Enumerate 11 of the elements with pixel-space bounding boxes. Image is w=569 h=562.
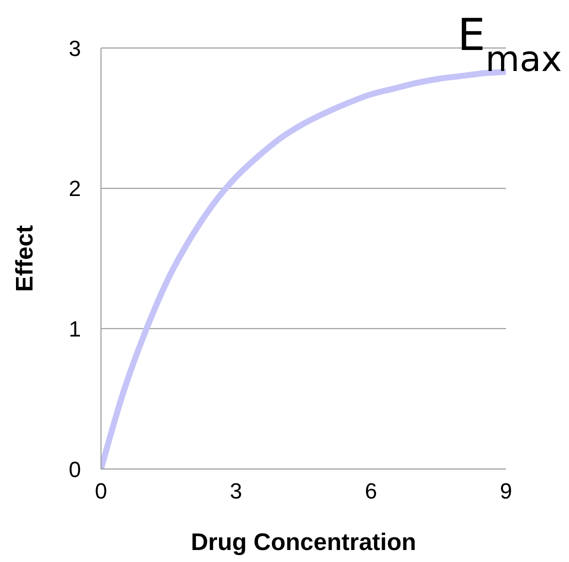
x-tick-label: 6 bbox=[364, 478, 378, 504]
y-tick-label: 0 bbox=[68, 456, 81, 482]
y-tick-label: 3 bbox=[68, 36, 81, 61]
x-tick-label: 9 bbox=[500, 478, 512, 504]
y-tick-label: 2 bbox=[68, 176, 81, 202]
annotation: E$_{max}$ bbox=[458, 10, 562, 80]
y-axis-title: Effect bbox=[12, 225, 39, 292]
x-tick-label: 0 bbox=[94, 478, 108, 504]
x-tick-label: 3 bbox=[230, 478, 242, 504]
y-tick-label: 1 bbox=[68, 316, 81, 342]
x-axis-title: Drug Concentration bbox=[190, 529, 416, 556]
